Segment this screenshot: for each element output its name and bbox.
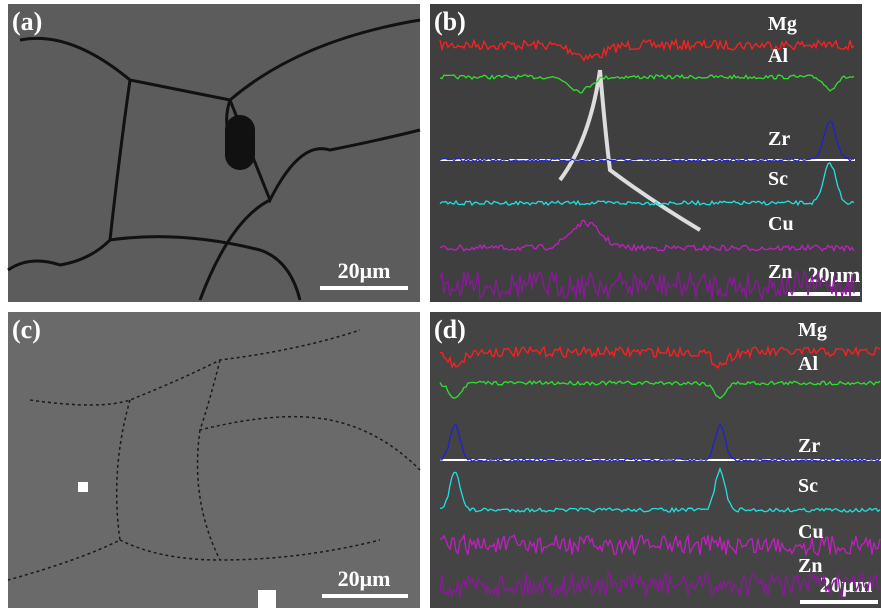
particle xyxy=(78,482,88,492)
scale-bar xyxy=(322,594,408,598)
panel-label: (c) xyxy=(12,315,41,344)
panel-a: (a) 20μm xyxy=(8,4,420,302)
scale-bar xyxy=(800,600,878,604)
panel-c: (c) 20μm xyxy=(8,312,420,608)
sem-image xyxy=(430,4,862,302)
panel-label: (d) xyxy=(434,315,466,344)
element-label: Al xyxy=(768,45,788,67)
figure: (a) 20μm (b) 20μm (c) 20μm (d) 20μm Mg Al… xyxy=(0,0,881,612)
panel-label: (b) xyxy=(434,7,466,36)
element-label: Zr xyxy=(798,435,820,457)
element-label: Sc xyxy=(768,168,788,190)
element-label: Zn xyxy=(798,555,822,577)
element-label: Zn xyxy=(768,261,792,283)
sem-image xyxy=(8,312,420,608)
grain-junction xyxy=(225,115,255,170)
element-label: Sc xyxy=(798,475,818,497)
scale-bar-label: 20μm xyxy=(338,566,391,591)
scale-bar-label: 20μm xyxy=(820,572,873,597)
scale-bar xyxy=(320,286,408,290)
element-label: Mg xyxy=(768,13,797,35)
element-label: Mg xyxy=(798,319,827,341)
scale-bar-label: 20μm xyxy=(338,258,391,283)
element-label: Cu xyxy=(768,213,794,235)
element-label: Zr xyxy=(768,128,790,150)
panel-label: (a) xyxy=(12,7,42,36)
element-label: Al xyxy=(798,353,818,375)
particle xyxy=(258,590,276,608)
element-label: Cu xyxy=(798,521,824,543)
panel-b: (b) 20μm xyxy=(430,4,862,302)
